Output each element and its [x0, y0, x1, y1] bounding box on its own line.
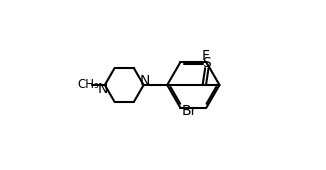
Text: N: N	[140, 74, 150, 88]
Text: F: F	[201, 49, 210, 63]
Text: Br: Br	[182, 104, 197, 118]
Text: CH₃: CH₃	[77, 78, 99, 91]
Text: S: S	[202, 56, 211, 70]
Text: N: N	[97, 82, 108, 96]
